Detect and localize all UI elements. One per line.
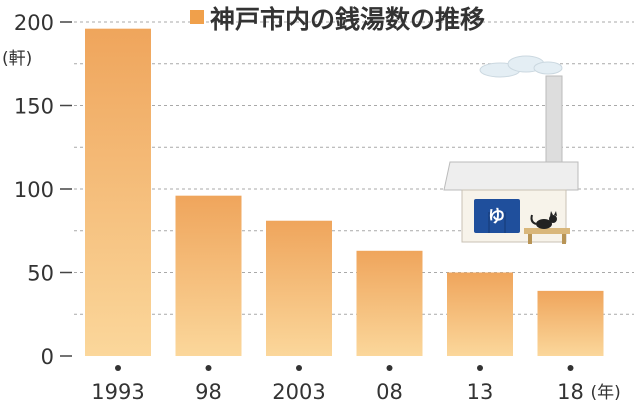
x-tick-label: 08 [376,380,403,404]
y-unit-label: (軒) [2,49,32,69]
bar [266,220,332,356]
bathhouse-illustration: ゆ [443,55,579,244]
chart-title: 神戸市内の銭湯数の推移 [210,5,485,34]
roof-icon [443,161,579,191]
bars [85,28,604,357]
x-tick-dot [296,365,302,371]
x-tick-dot [477,365,483,371]
y-tick-label: 200 [14,11,54,35]
y-axis: 0 50 100 150 200 [14,11,72,369]
x-axis: 1993 98 2003 08 13 18 (年) [91,365,621,404]
x-tick-label: 13 [467,380,494,404]
x-tick-label: 1993 [91,380,144,404]
cat-icon [530,211,557,229]
x-tick-dot [115,365,121,371]
y-tick-label: 100 [14,178,54,202]
y-tick-label: 150 [14,95,54,119]
steam-cloud-icon [479,55,563,78]
x-tick-dot [386,365,393,371]
bar [356,250,423,356]
noren-sign-glyph: ゆ [488,207,505,227]
bar [447,272,513,356]
bench-icon [524,228,570,234]
y-tick-label: 0 [41,345,54,369]
x-tick-label: 18 [557,380,584,404]
bar [85,28,151,357]
x-tick-dot [205,365,212,371]
bar [175,195,242,356]
x-unit-label: (年) [591,383,621,403]
x-tick-dot [567,365,574,371]
title-marker [190,10,204,24]
noren-curtain-icon [474,199,520,233]
x-tick-label: 2003 [272,380,325,404]
x-tick-label: 98 [195,380,222,404]
bar [537,290,604,356]
y-tick-label: 50 [27,262,54,286]
